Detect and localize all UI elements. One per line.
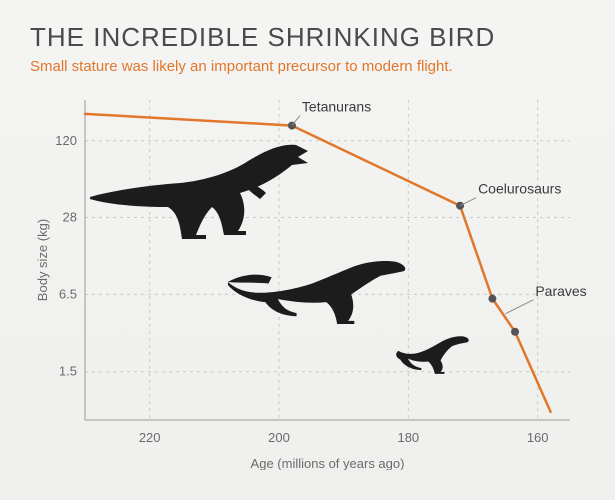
silhouette-tetanuran <box>90 145 308 239</box>
silhouette-paraves <box>396 336 469 374</box>
y-tick-label: 28 <box>63 209 77 224</box>
callout-leader <box>292 116 300 126</box>
paraves-icon <box>396 336 469 374</box>
callout-leader <box>505 300 533 314</box>
data-line <box>85 114 551 412</box>
callout-leader <box>460 198 476 206</box>
data-marker <box>488 295 496 303</box>
callout-label: Coelurosaurs <box>478 181 561 197</box>
callout-label: Tetanurans <box>302 99 371 115</box>
page-subtitle: Small stature was likely an important pr… <box>30 58 453 75</box>
silhouette-coelurosaur <box>228 261 405 324</box>
data-marker <box>511 328 519 336</box>
x-axis-label: Age (millions of years ago) <box>251 456 405 470</box>
x-tick-label: 180 <box>397 430 419 445</box>
tetanuran-icon <box>90 145 308 239</box>
y-tick-label: 1.5 <box>59 364 77 379</box>
body-size-chart: 120 28 6.5 1.5 220 200 180 160 Body size (kg) Age… <box>30 90 590 470</box>
x-tick-label: 200 <box>268 430 290 445</box>
coelurosaur-icon <box>228 261 405 324</box>
y-tick-label: 120 <box>55 133 77 148</box>
x-tick-label: 160 <box>527 430 549 445</box>
callout-label: Paraves <box>535 283 586 299</box>
page-title: THE INCREDIBLE SHRINKING BIRD <box>30 22 495 53</box>
y-tick-label: 6.5 <box>59 286 77 301</box>
x-tick-label: 220 <box>139 430 161 445</box>
y-axis-label: Body size (kg) <box>35 219 50 301</box>
